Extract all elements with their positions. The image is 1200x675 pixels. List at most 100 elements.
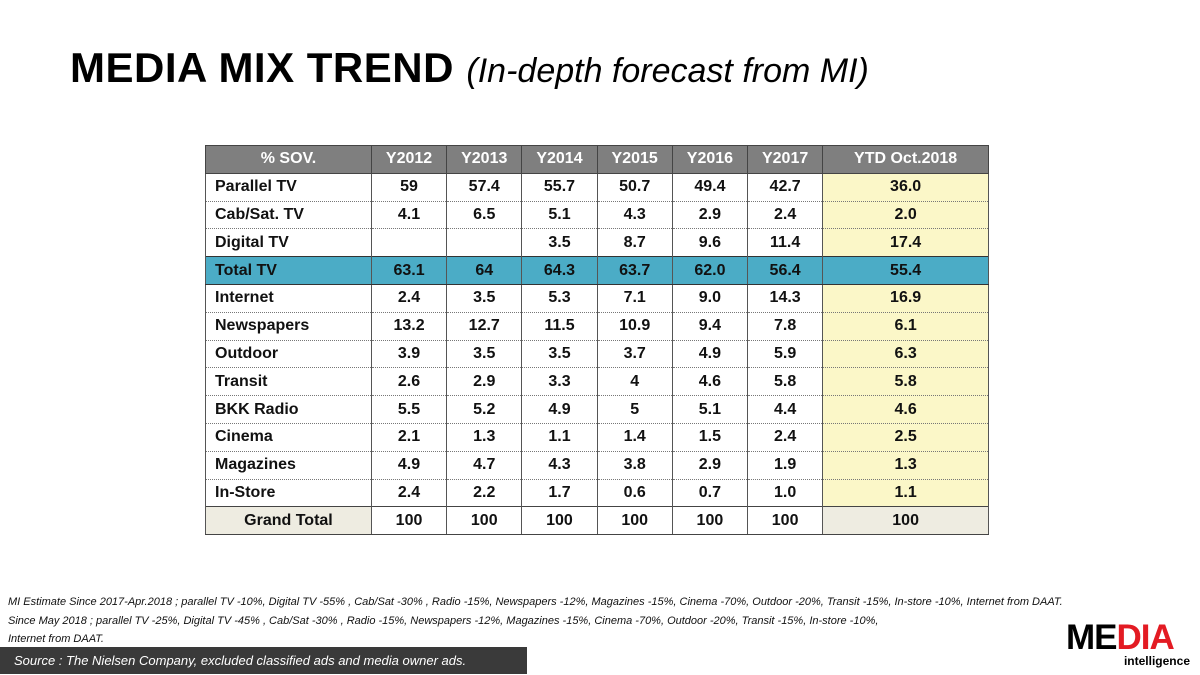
row-label: Outdoor (205, 340, 372, 369)
table-cell: 16.9 (822, 284, 989, 313)
table-cell: 5.8 (822, 367, 989, 397)
table-cell: 4.3 (596, 201, 673, 230)
table-cell: 49.4 (671, 173, 749, 202)
table-cell: 2.1 (370, 423, 448, 452)
table-cell: 100 (596, 506, 673, 536)
table-cell: 100 (446, 506, 523, 536)
table-cell: 64 (446, 256, 523, 285)
row-label: Transit (205, 367, 372, 397)
header-sov: % SOV. (205, 145, 372, 174)
table-cell: 8.7 (596, 228, 673, 258)
table-row: Magazines 4.9 4.7 4.3 3.8 2.9 1.9 1.3 (205, 451, 989, 480)
table-cell: 100 (370, 506, 448, 536)
table-cell: 6.5 (446, 201, 523, 230)
table-cell: 64.3 (521, 256, 598, 285)
logo-text-me: ME (1066, 618, 1117, 657)
table-cell: 57.4 (446, 173, 523, 202)
header-y2015: Y2015 (596, 145, 673, 174)
row-label: Grand Total (205, 506, 372, 536)
table-cell (370, 228, 448, 258)
header-y2016: Y2016 (671, 145, 749, 174)
logo-tagline: intelligence (1123, 654, 1190, 668)
table-cell: 2.4 (370, 284, 448, 313)
table-cell: 63.7 (596, 256, 673, 285)
table-cell: 2.9 (671, 451, 749, 480)
footnote-line: Internet from DAAT. (8, 633, 104, 645)
row-label: Magazines (205, 451, 372, 480)
table-cell: 4.6 (822, 395, 989, 424)
table-cell: 2.4 (747, 201, 824, 230)
table-cell: 4.1 (370, 201, 448, 230)
table-cell: 17.4 (822, 228, 989, 258)
table-cell: 11.5 (521, 312, 598, 341)
table-cell: 5.2 (446, 395, 523, 424)
table-row: Cab/Sat. TV 4.1 6.5 5.1 4.3 2.9 2.4 2.0 (205, 201, 989, 230)
table-cell: 59 (370, 173, 448, 202)
table-cell: 5 (596, 395, 673, 424)
table-cell: 1.3 (446, 423, 523, 452)
row-label: Cinema (205, 423, 372, 452)
table-cell: 2.4 (370, 479, 448, 508)
table-row: Grand Total 100 100 100 100 100 100 100 (205, 506, 989, 536)
table-cell: 3.3 (521, 367, 598, 397)
table-cell: 1.5 (671, 423, 749, 452)
table-cell: 1.0 (747, 479, 824, 508)
table-cell: 2.9 (671, 201, 749, 230)
table-cell: 1.3 (822, 451, 989, 480)
table-cell: 2.5 (822, 423, 989, 452)
table-row: Cinema 2.1 1.3 1.1 1.4 1.5 2.4 2.5 (205, 423, 989, 452)
row-label: Newspapers (205, 312, 372, 341)
title-sub: (In-depth forecast from MI) (466, 52, 869, 90)
table-cell: 1.9 (747, 451, 824, 480)
table-cell: 100 (822, 506, 989, 536)
table-cell: 5.8 (747, 367, 824, 397)
table-cell: 2.0 (822, 201, 989, 230)
table-cell: 1.1 (822, 479, 989, 508)
logo-text-dia: DIA (1116, 618, 1175, 657)
table-cell: 3.5 (521, 228, 598, 258)
header-y2013: Y2013 (446, 145, 523, 174)
table-cell: 4.9 (671, 340, 749, 369)
table-row: Total TV 63.1 64 64.3 63.7 62.0 56.4 55.4 (205, 256, 989, 285)
table-cell: 4.6 (671, 367, 749, 397)
table-cell: 56.4 (747, 256, 824, 285)
header-y2014: Y2014 (521, 145, 598, 174)
table-cell: 36.0 (822, 173, 989, 202)
row-label: Internet (205, 284, 372, 313)
table-cell: 55.4 (822, 256, 989, 285)
source-bar: Source : The Nielsen Company, excluded c… (0, 647, 527, 674)
table-cell: 9.0 (671, 284, 749, 313)
table-cell: 100 (671, 506, 749, 536)
table-cell: 2.2 (446, 479, 523, 508)
table-cell: 3.5 (446, 340, 523, 369)
table-cell: 4.4 (747, 395, 824, 424)
table-row: Parallel TV 59 57.4 55.7 50.7 49.4 42.7 36.0 (205, 173, 989, 202)
table-header-row: % SOV. Y2012 Y2013 Y2014 Y2015 Y2016 Y20… (205, 145, 989, 174)
table-cell (446, 228, 523, 258)
table-cell: 3.5 (446, 284, 523, 313)
table-cell: 62.0 (671, 256, 749, 285)
table-cell: 6.1 (822, 312, 989, 341)
page-title: MEDIA MIX TREND (In-depth forecast from … (70, 44, 869, 92)
table-cell: 55.7 (521, 173, 598, 202)
table-cell: 4.7 (446, 451, 523, 480)
row-label: Total TV (205, 256, 372, 285)
table-cell: 13.2 (370, 312, 448, 341)
table-cell: 11.4 (747, 228, 824, 258)
row-label: In-Store (205, 479, 372, 508)
footnote-line: MI Estimate Since 2017-Apr.2018 ; parall… (8, 596, 1063, 608)
header-y2017: Y2017 (747, 145, 824, 174)
title-main: MEDIA MIX TREND (70, 44, 454, 91)
table-cell: 2.4 (747, 423, 824, 452)
table-cell: 50.7 (596, 173, 673, 202)
table-cell: 0.6 (596, 479, 673, 508)
header-ytd: YTD Oct.2018 (822, 145, 989, 174)
table-cell: 3.9 (370, 340, 448, 369)
table-cell: 1.4 (596, 423, 673, 452)
media-intelligence-logo: ME DIA intelligence (1066, 618, 1194, 669)
table-cell: 42.7 (747, 173, 824, 202)
table-cell: 1.7 (521, 479, 598, 508)
table-cell: 3.5 (521, 340, 598, 369)
footnotes: MI Estimate Since 2017-Apr.2018 ; parall… (8, 593, 1188, 649)
table-row: Digital TV 3.5 8.7 9.6 11.4 17.4 (205, 228, 989, 258)
